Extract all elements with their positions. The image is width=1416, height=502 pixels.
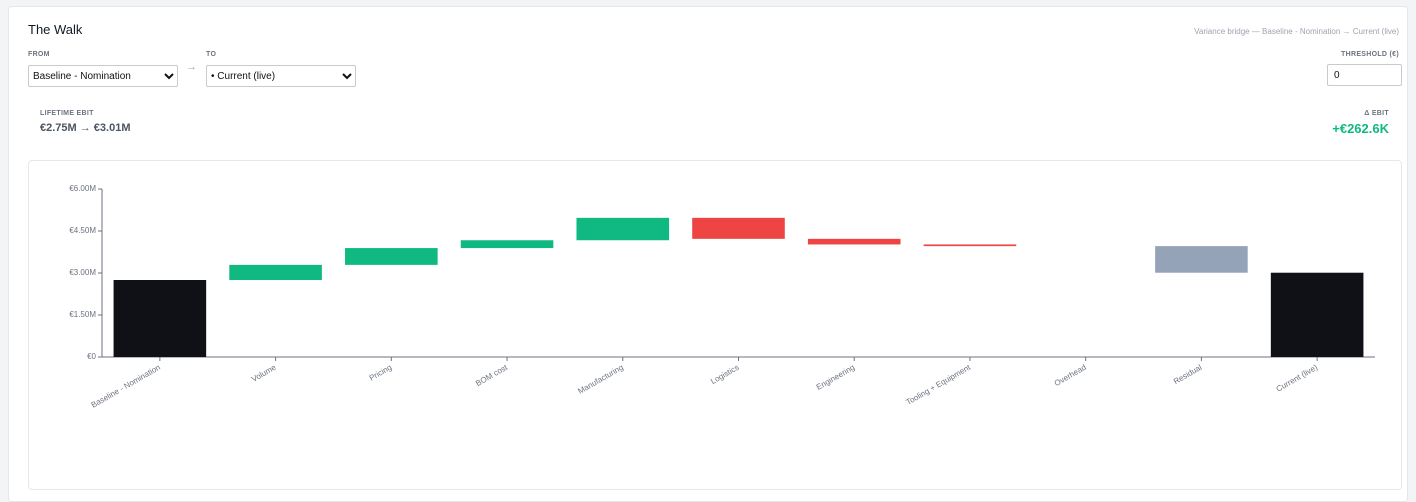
x-tick-label: Engineering — [815, 363, 856, 392]
bar — [576, 217, 670, 241]
bar — [345, 248, 438, 265]
from-select[interactable]: Baseline - Nomination — [28, 65, 178, 87]
bar — [692, 217, 785, 239]
x-tick-label: Volume — [250, 362, 278, 383]
y-tick-label: €3.00M — [69, 268, 96, 277]
x-tick-label: Manufacturing — [576, 363, 624, 396]
x-tick-label: Pricing — [368, 363, 394, 383]
chart-card: €0 €1.50M €3.00M €4.50M €6.00M Baseline - Nom… — [28, 160, 1402, 490]
x-tick-label: Tooling + Equipment — [905, 362, 973, 407]
threshold-label: THRESHOLD (€) — [1341, 51, 1399, 58]
bar — [1155, 246, 1248, 273]
threshold-input[interactable] — [1327, 64, 1402, 86]
from-label: FROM — [28, 51, 50, 58]
subtitle: Variance bridge — Baseline - Nomination … — [1194, 27, 1399, 36]
bar — [807, 238, 901, 245]
to-select[interactable]: • Current (live) — [206, 65, 356, 87]
to-label: TO — [206, 51, 217, 58]
bar — [923, 244, 1017, 247]
x-tick-label: Overhead — [1053, 363, 1088, 388]
y-tick-label: €4.50M — [69, 226, 96, 235]
arrow: → — [186, 61, 197, 73]
x-tick-label: Baseline - Nomination — [90, 363, 162, 410]
bar — [229, 264, 322, 280]
x-tick-label: Current (live) — [1275, 363, 1320, 394]
x-tick-label: Residual — [1172, 363, 1204, 386]
bar — [1270, 272, 1364, 357]
lifetime-label: LIFETIME EBIT — [40, 110, 94, 117]
chart: €0 €1.50M €3.00M €4.50M €6.00M Baseline - Nom… — [69, 184, 1375, 410]
y-tick-label: €0 — [87, 352, 96, 361]
walk-card: The Walk Variance bridge — Baseline - No… — [8, 6, 1408, 502]
y-tick-label: €1.50M — [69, 310, 96, 319]
delta-label: Δ EBIT — [1364, 110, 1389, 117]
x-tick-label: Logistics — [709, 363, 740, 386]
title: The Walk — [28, 22, 83, 37]
lifetime-value: €2.75M → €3.01M — [40, 122, 131, 134]
y-tick-label: €6.00M — [69, 184, 96, 193]
bar — [460, 240, 554, 249]
bar — [113, 280, 207, 357]
x-tick-label: BOM cost — [474, 362, 510, 388]
delta-value: +€262.6K — [1332, 121, 1389, 136]
